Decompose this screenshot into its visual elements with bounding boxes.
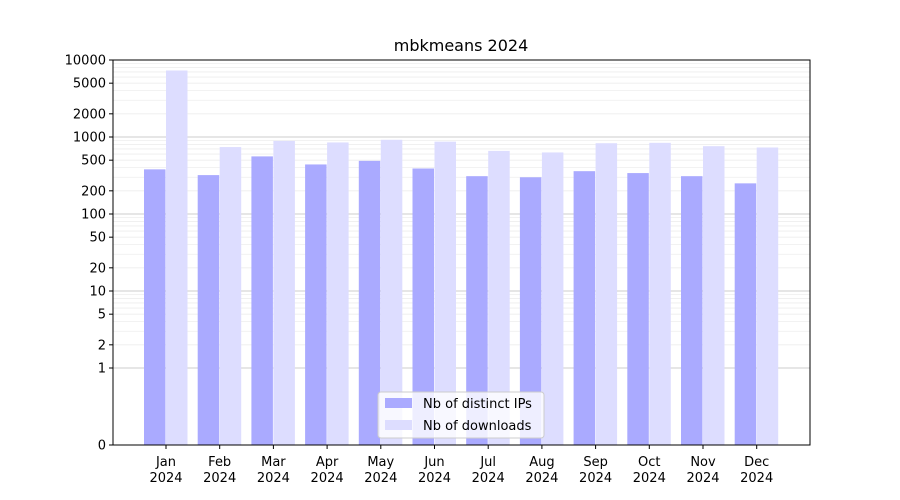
x-tick-label: 2024 bbox=[633, 471, 666, 486]
x-tick-label: Dec bbox=[744, 455, 769, 470]
y-axis: 0 1 2 5 10 20 50 100 200 500 1000 2000 5000 10000 bbox=[65, 54, 113, 454]
bar-downloads bbox=[649, 142, 671, 445]
bar-distinct-ips bbox=[627, 173, 649, 446]
x-tick-label: Apr bbox=[316, 455, 339, 470]
bar-downloads bbox=[595, 143, 618, 445]
x-tick-label: 2024 bbox=[311, 471, 344, 486]
y-tick-label: 100 bbox=[81, 208, 106, 223]
y-tick-label: 1 bbox=[98, 362, 106, 377]
bar-distinct-ips bbox=[144, 169, 166, 445]
bar-downloads bbox=[219, 147, 242, 445]
bar-distinct-ips bbox=[573, 171, 596, 445]
bar-downloads bbox=[273, 140, 295, 445]
x-tick-label: Jul bbox=[479, 455, 496, 470]
bar-downloads bbox=[327, 142, 349, 445]
x-tick-label: Sep bbox=[583, 455, 608, 470]
bar-downloads bbox=[541, 152, 564, 445]
x-tick-label: 2024 bbox=[686, 471, 719, 486]
y-tick-label: 0 bbox=[98, 439, 106, 454]
y-tick-label: 10 bbox=[89, 285, 106, 300]
plot-frame bbox=[112, 59, 811, 446]
legend-label-distinct-ips: Nb of distinct IPs bbox=[423, 397, 532, 412]
bar-distinct-ips bbox=[681, 176, 703, 445]
y-tick-label: 10000 bbox=[65, 54, 106, 69]
y-tick-label: 20 bbox=[89, 261, 106, 276]
x-tick-label: Feb bbox=[208, 455, 231, 470]
legend-swatch-distinct-ips bbox=[385, 398, 412, 408]
bar-distinct-ips bbox=[466, 176, 488, 445]
x-tick-label: 2024 bbox=[149, 471, 182, 486]
legend-box bbox=[377, 391, 545, 439]
bar-distinct-ips bbox=[305, 164, 327, 445]
chart-title: mbkmeans 2024 bbox=[394, 36, 529, 55]
bar-downloads bbox=[756, 147, 779, 445]
y-tick-label: 1000 bbox=[73, 131, 106, 146]
x-tick-label: 2024 bbox=[525, 471, 558, 486]
bar-distinct-ips bbox=[358, 160, 381, 445]
bar-distinct-ips bbox=[519, 177, 542, 445]
legend-swatch-downloads bbox=[385, 420, 412, 430]
x-tick-label: 2024 bbox=[203, 471, 236, 486]
bar-distinct-ips bbox=[251, 156, 273, 445]
bar-distinct-ips bbox=[197, 175, 220, 445]
bar-downloads bbox=[380, 139, 403, 445]
y-tick-label: 2000 bbox=[73, 107, 106, 122]
y-tick-label: 200 bbox=[81, 184, 106, 199]
legend: Nb of distinct IPs Nb of downloads bbox=[377, 391, 545, 439]
x-axis: Jan2024Feb2024Mar2024Apr2024May2024Jun20… bbox=[149, 445, 773, 486]
x-tick-label: 2024 bbox=[740, 471, 773, 486]
legend-label-downloads: Nb of downloads bbox=[423, 419, 532, 434]
y-tick-label: 5000 bbox=[73, 77, 106, 92]
bar-distinct-ips bbox=[734, 183, 757, 445]
y-tick-label: 500 bbox=[81, 154, 106, 169]
y-tick-label: 50 bbox=[89, 231, 106, 246]
x-tick-label: 2024 bbox=[364, 471, 397, 486]
x-tick-label: Mar bbox=[261, 455, 286, 470]
bar-distinct-ips bbox=[412, 168, 434, 445]
x-tick-label: Nov bbox=[690, 455, 716, 470]
x-tick-label: Jan bbox=[155, 455, 176, 470]
bars bbox=[144, 70, 779, 446]
x-tick-label: 2024 bbox=[579, 471, 612, 486]
bar-downloads bbox=[434, 141, 456, 445]
y-tick-label: 2 bbox=[98, 338, 106, 353]
bar-downloads bbox=[703, 146, 725, 445]
x-tick-label: 2024 bbox=[257, 471, 290, 486]
x-tick-label: May bbox=[367, 455, 394, 470]
y-tick-label: 5 bbox=[98, 308, 106, 323]
x-tick-label: Jun bbox=[423, 455, 444, 470]
x-tick-label: 2024 bbox=[418, 471, 451, 486]
x-tick-label: 2024 bbox=[472, 471, 505, 486]
x-tick-label: Oct bbox=[638, 455, 660, 470]
x-tick-label: Aug bbox=[529, 455, 554, 470]
bar-downloads bbox=[166, 70, 188, 445]
bar-downloads bbox=[488, 150, 510, 445]
